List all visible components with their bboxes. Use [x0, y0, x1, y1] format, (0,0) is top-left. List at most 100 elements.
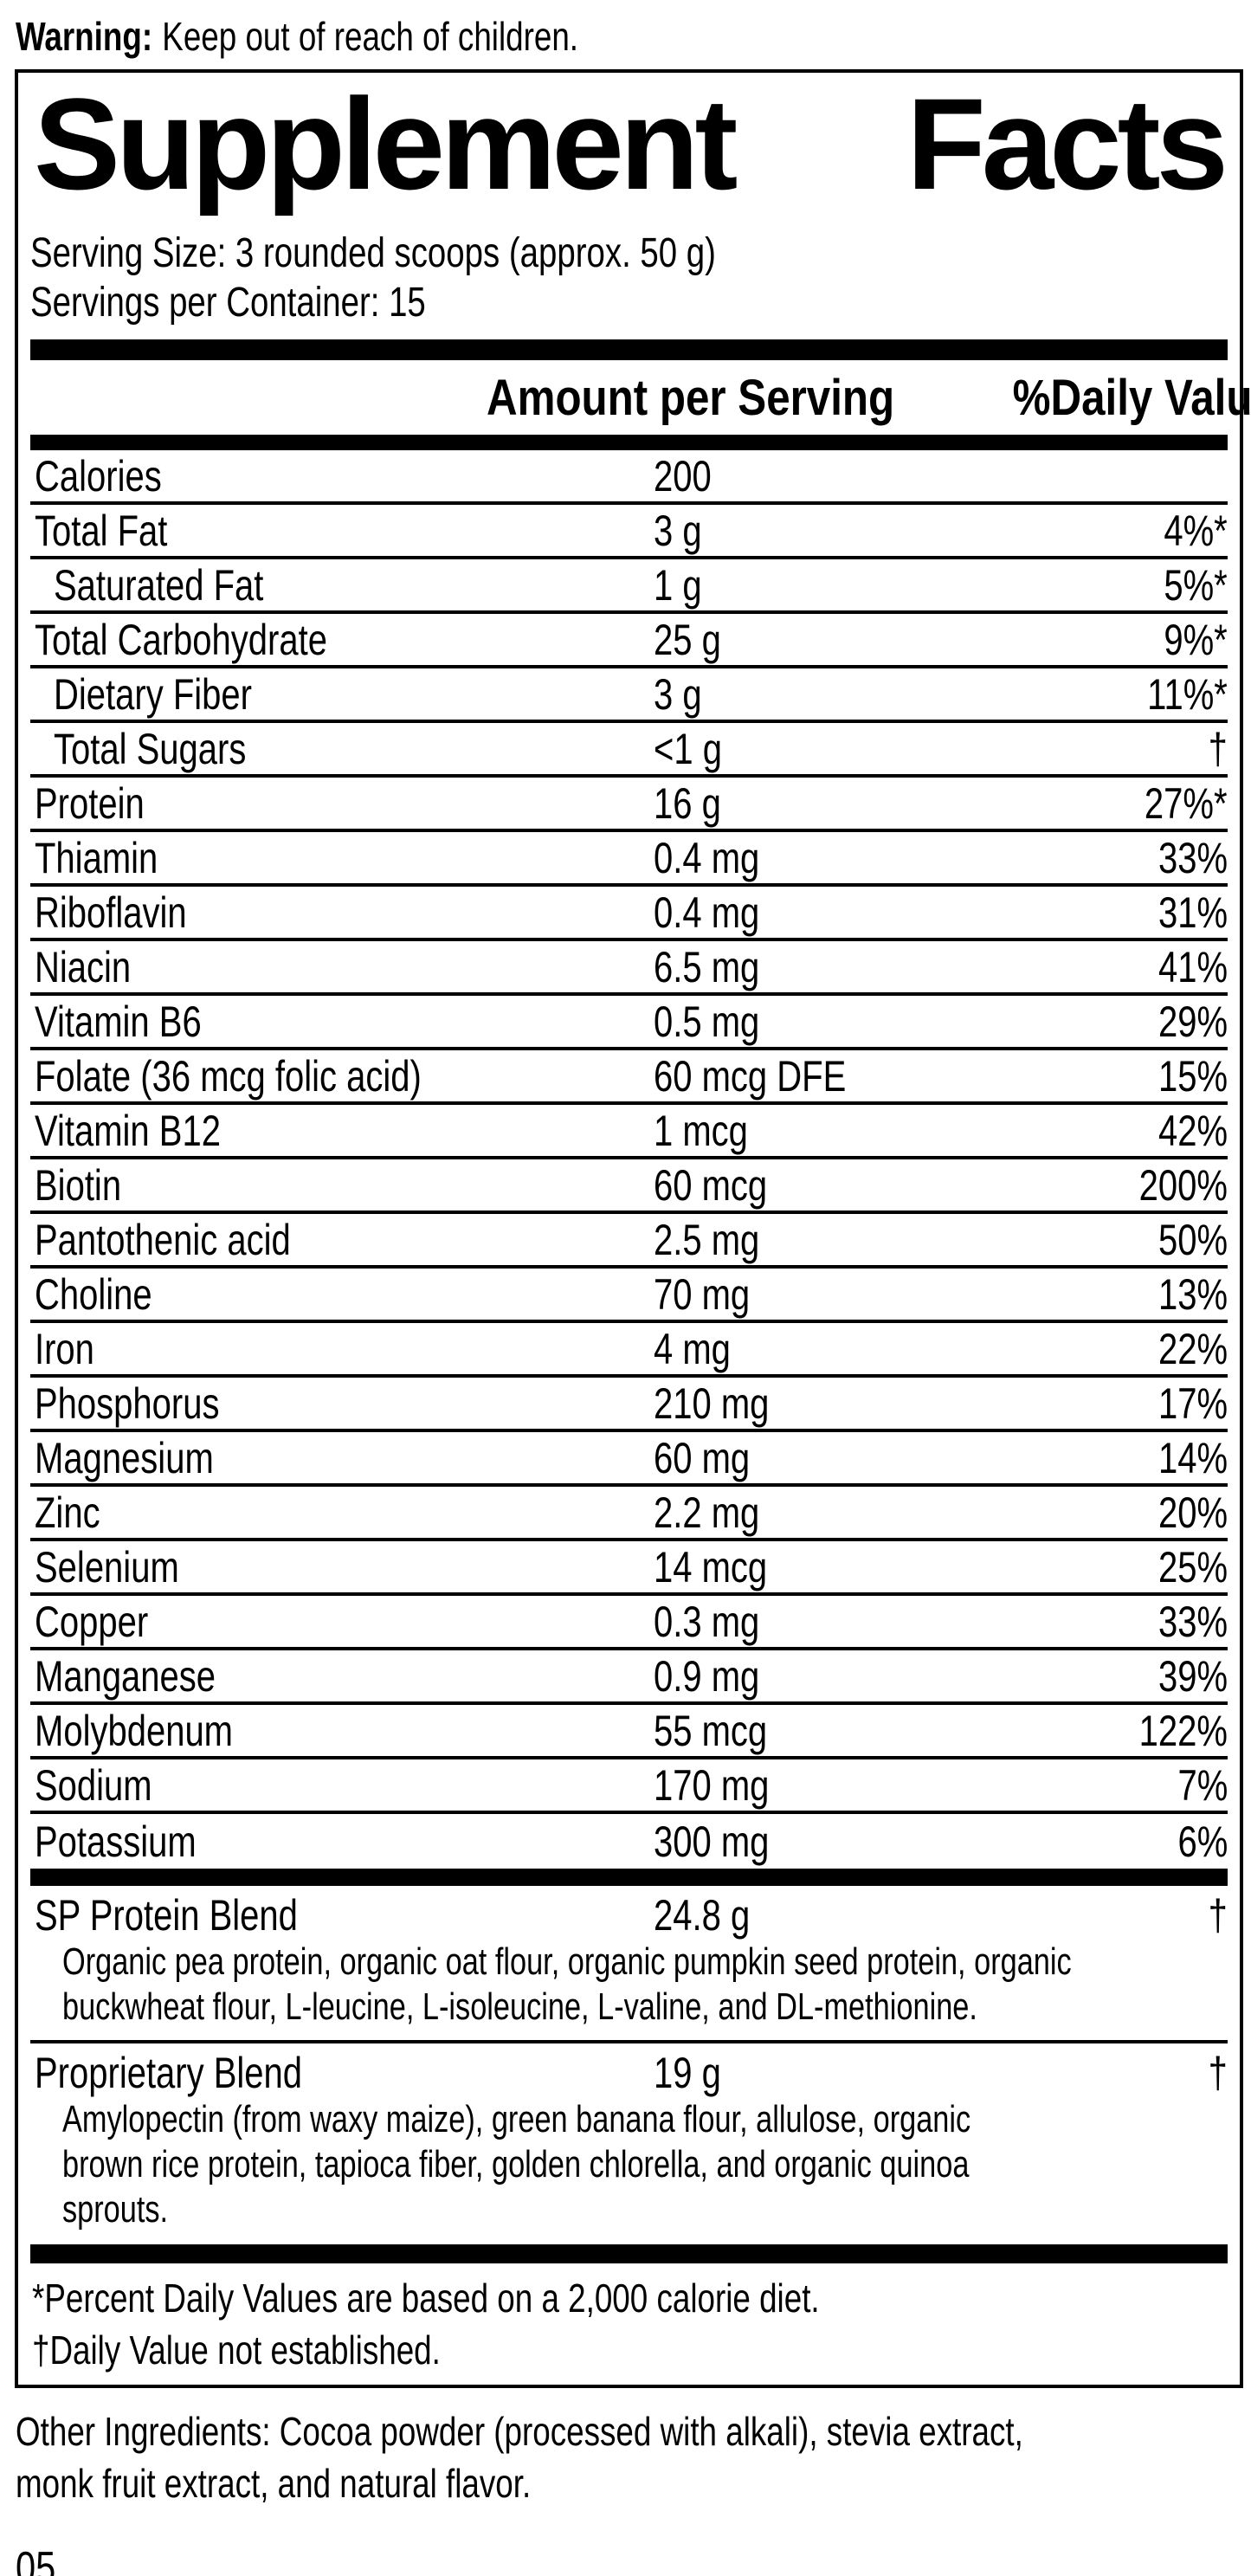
nutrient-dv-cell: 25% — [1026, 1542, 1228, 1592]
nutrient-name-cell: Protein — [30, 778, 654, 829]
table-row: Folate (36 mcg folic acid) 60 mcg DFE 15% — [30, 1050, 1228, 1105]
nutrient-name-cell: Saturated Fat — [30, 560, 654, 610]
nutrient-amount-cell: <1 g — [654, 724, 1026, 774]
nutrient-name-cell: Magnesium — [30, 1433, 654, 1483]
nutrient-name: Magnesium — [35, 1433, 214, 1482]
blend-rows: SP Protein Blend 24.8 g † Organic pea prote… — [30, 1886, 1228, 2232]
nutrient-name: Zinc — [35, 1488, 100, 1537]
nutrient-dv: 122% — [1138, 1706, 1228, 1755]
serving-info: Serving Size: 3 rounded scoops (approx. … — [30, 229, 1228, 327]
blend-amount: 24.8 g — [654, 1891, 751, 1940]
table-row: Niacin 6.5 mg 41% — [30, 941, 1228, 996]
nutrient-dv-cell: 41% — [1026, 942, 1228, 992]
nutrient-name-cell: Pantothenic acid — [30, 1215, 654, 1265]
nutrient-dv: 7% — [1177, 1760, 1228, 1810]
nutrient-dv: 33% — [1157, 833, 1228, 882]
nutrient-amount-cell: 3 g — [654, 669, 1026, 720]
nutrient-name: Vitamin B12 — [35, 1106, 221, 1155]
divider-bar-blends — [30, 1869, 1228, 1886]
nutrient-amount-cell: 0.4 mg — [654, 833, 1026, 883]
nutrient-name: Selenium — [35, 1542, 179, 1591]
nutrient-name-cell: Total Carbohydrate — [30, 615, 654, 665]
table-row: Selenium 14 mcg 25% — [30, 1541, 1228, 1596]
nutrient-amount: <1 g — [654, 724, 722, 773]
table-row: Vitamin B12 1 mcg 42% — [30, 1105, 1228, 1159]
nutrient-name-cell: Iron — [30, 1324, 654, 1374]
nutrient-name-cell: Selenium — [30, 1542, 654, 1592]
nutrient-amount-cell: 3 g — [654, 506, 1026, 556]
nutrient-dv: 13% — [1157, 1269, 1228, 1319]
nutrient-dv-cell: 15% — [1026, 1051, 1228, 1101]
nutrient-dv-cell: 50% — [1026, 1215, 1228, 1265]
nutrient-amount: 0.5 mg — [654, 997, 760, 1046]
nutrient-amount: 300 mg — [654, 1817, 770, 1866]
nutrient-name-cell: Phosphorus — [30, 1378, 654, 1429]
nutrient-amount-cell: 1 mcg — [654, 1106, 1026, 1156]
nutrient-amount-cell: 55 mcg — [654, 1706, 1026, 1756]
other-ingredients-line: Other Ingredients: Cocoa powder (process… — [16, 2409, 1023, 2454]
table-row: Calories 200 — [30, 450, 1228, 505]
footnote-line: †Daily Value not established. — [32, 2327, 441, 2373]
nutrient-amount: 0.4 mg — [654, 888, 760, 937]
nutrient-name: Pantothenic acid — [35, 1215, 291, 1264]
table-row: Choline 70 mg 13% — [30, 1269, 1228, 1323]
blend-dv: † — [1208, 2049, 1228, 2097]
nutrient-name-cell: Vitamin B6 — [30, 997, 654, 1047]
nutrient-amount: 2.2 mg — [654, 1488, 760, 1537]
blend-block: Proprietary Blend 19 g † Amylopectin (from … — [30, 2043, 1228, 2232]
blend-description: Amylopectin (from waxy maize), green ban… — [30, 2097, 1228, 2232]
nutrient-dv-cell: 39% — [1026, 1651, 1228, 1701]
footnote-line: *Percent Daily Values are based on a 2,0… — [32, 2276, 820, 2321]
nutrient-name-cell: Copper — [30, 1597, 654, 1647]
nutrient-name: Niacin — [35, 942, 132, 991]
warning-label: Warning: — [16, 14, 153, 59]
nutrient-dv: 4%* — [1164, 506, 1228, 555]
panel-title: Supplement Facts — [30, 78, 1228, 210]
blend-amount-cell: 19 g — [654, 2048, 1026, 2098]
other-ingredients-line: monk fruit extract, and natural flavor. — [16, 2461, 532, 2506]
column-header-amount: Amount per Serving — [487, 369, 895, 426]
footnotes: *Percent Daily Values are based on a 2,0… — [30, 2272, 1228, 2376]
nutrient-amount-cell: 170 mg — [654, 1760, 1026, 1811]
nutrient-name: Total Carbohydrate — [35, 615, 327, 664]
nutrient-name-cell: Folate (36 mcg folic acid) — [30, 1051, 654, 1101]
nutrient-dv: 27%* — [1145, 778, 1228, 828]
title-word-supplement: Supplement — [34, 71, 738, 216]
divider-bar-header — [30, 435, 1228, 450]
nutrient-name: Molybdenum — [35, 1706, 234, 1755]
nutrient-name: Saturated Fat — [54, 560, 264, 610]
nutrient-amount: 6.5 mg — [654, 942, 760, 991]
nutrient-amount-cell: 6.5 mg — [654, 942, 1026, 992]
blend-name-row: Proprietary Blend 19 g † — [30, 2049, 1228, 2097]
table-header-row: Amount per Serving %Daily Value — [30, 360, 1251, 435]
blend-description-line: brown rice protein, tapioca fiber, golde… — [62, 2143, 970, 2185]
nutrient-amount: 3 g — [654, 669, 702, 719]
table-row: Total Fat 3 g 4%* — [30, 505, 1228, 559]
nutrient-name-cell: Manganese — [30, 1651, 654, 1701]
nutrient-amount-cell: 1 g — [654, 560, 1026, 610]
nutrient-name: Choline — [35, 1269, 152, 1319]
blend-description-line: sprouts. — [62, 2188, 169, 2231]
nutrient-amount-cell: 0.4 mg — [654, 888, 1026, 938]
blend-description-line: Amylopectin (from waxy maize), green ban… — [62, 2098, 971, 2140]
table-row: Magnesium 60 mg 14% — [30, 1432, 1228, 1487]
table-row: Molybdenum 55 mcg 122% — [30, 1705, 1228, 1759]
nutrient-amount-cell: 25 g — [654, 615, 1026, 665]
nutrient-name-cell: Molybdenum — [30, 1706, 654, 1756]
nutrient-amount: 3 g — [654, 506, 702, 555]
nutrient-amount: 70 mg — [654, 1269, 751, 1319]
nutrient-amount-cell: 2.5 mg — [654, 1215, 1026, 1265]
servings-per-container: Servings per Container: 15 — [30, 280, 426, 326]
nutrient-name-cell: Thiamin — [30, 833, 654, 883]
blend-description: Organic pea protein, organic oat flour, … — [30, 1940, 1228, 2030]
nutrient-amount-cell: 4 mg — [654, 1324, 1026, 1374]
table-row: Potassium 300 mg 6% — [30, 1814, 1228, 1869]
nutrient-dv: 39% — [1157, 1651, 1228, 1701]
nutrient-dv-cell: 11%* — [1026, 669, 1228, 720]
nutrient-name-cell: Vitamin B12 — [30, 1106, 654, 1156]
blend-name: SP Protein Blend — [35, 1891, 298, 1940]
nutrient-dv-cell: 20% — [1026, 1488, 1228, 1538]
blend-amount-cell: 24.8 g — [654, 1890, 1026, 1940]
blend-description-line: buckwheat flour, L-leucine, L-isoleucine… — [62, 1985, 977, 2028]
